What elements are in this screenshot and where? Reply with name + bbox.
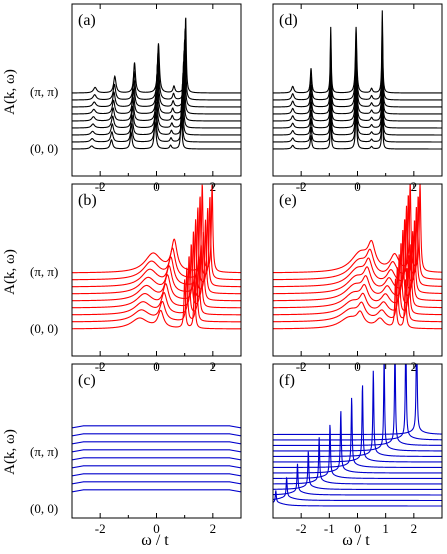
spectrum-curve-f-11 [273,364,442,452]
xtick-label-f-4: 2 [411,521,418,536]
spectrum-curve-e-9 [273,184,442,274]
spectrum-curve-c-9 [72,425,241,429]
xtick-label-f-0: -2 [296,521,307,536]
spectra-b [72,184,241,330]
ylabel-row2: A(k, ω) [2,249,18,295]
xtick-label-f-2: 0 [354,521,361,536]
spectrum-curve-f-1 [273,490,442,507]
spectrum-curve-b-5 [72,231,241,302]
k-bottom-label-row1: (0, 0) [30,141,58,156]
spectrum-curve-c-8 [72,433,241,437]
spectrum-curve-a-2 [72,95,241,143]
xlabel-right: ω / t [342,532,370,549]
spectrum-curve-f-14 [273,364,442,436]
spectrum-curve-c-7 [72,441,241,445]
panels-group: -202(a)-202(d)-202(b)-202(e) -2 0 2 (c) -2 -1 0… [71,3,443,536]
spectrum-curve-f-10 [273,370,442,458]
spectrum-curve-d-1 [273,103,442,150]
k-bottom-label-row3: (0, 0) [30,501,58,516]
spectrum-curve-e-3 [273,254,442,316]
xtick-label-f-1: -1 [324,521,335,536]
spectra-e [273,184,442,330]
spectrum-curve-d-5 [273,56,442,122]
spectrum-curve-f-9 [273,385,442,463]
spectrum-curve-f-12 [273,364,442,447]
spectrum-curve-a-9 [72,17,241,94]
xlabel-left: ω / t [141,532,169,549]
spectrum-curve-b-3 [72,256,241,316]
panel-d: -202(d) [272,3,443,194]
xtick-label-c-1: 0 [153,521,160,536]
spectrum-curve-a-1 [72,106,241,150]
spectrum-curve-d-3 [273,80,442,136]
k-top-label-row1: (π, π) [30,84,58,99]
spectrum-curve-f-7 [273,411,442,474]
spectrum-curve-b-9 [72,184,241,274]
spectrum-curve-f-4 [273,451,442,491]
spectrum-curve-e-6 [273,219,442,295]
spectrum-curve-d-4 [273,68,442,129]
spectrum-curve-f-13 [273,364,442,441]
spectrum-curve-d-9 [273,10,442,94]
spectrum-curve-b-1 [72,279,241,330]
spectrum-curve-c-3 [72,473,241,477]
xtick-label-c-0: -2 [95,521,106,536]
ylabel-row3: A(k, ω) [2,429,18,475]
spectrum-curve-b-8 [72,196,241,281]
spectrum-curve-f-8 [273,397,442,469]
panel-a: -202(a) [71,3,242,194]
spectrum-curve-e-2 [273,267,442,323]
panel-b: -202(b) [71,183,242,374]
panel-frame-c [71,363,242,519]
spectrum-curve-c-4 [72,465,241,469]
spectrum-curve-b-6 [72,219,241,295]
spectrum-curve-e-7 [273,205,442,288]
spectrum-curve-a-3 [72,83,241,136]
spectrum-curve-b-2 [72,267,241,323]
spectrum-curve-f-2 [273,476,442,502]
xtick-label-f-3: 1 [382,521,389,536]
spectrum-curve-f-5 [273,437,442,485]
panel-label-f: (f) [279,372,295,389]
panel-c: -2 0 2 (c) [71,363,242,536]
spectrum-curve-c-2 [72,481,241,485]
spectrum-curve-d-2 [273,91,442,143]
spectrum-curve-d-7 [273,33,442,108]
spectrum-curve-d-6 [273,45,442,115]
spectra-c [72,425,241,493]
spectrum-curve-a-8 [72,28,241,101]
xtick-label-c-2: 2 [210,521,217,536]
panel-label-d: (d) [279,12,298,29]
k-top-label-row3: (π, π) [30,444,58,459]
spectrum-curve-c-5 [72,457,241,461]
spectra-f [273,364,442,507]
spectrum-curve-e-1 [273,278,442,330]
spectrum-curve-b-4 [72,244,241,309]
panel-f: -2 -1 0 1 2 (f) [272,363,443,536]
spectrum-curve-d-8 [273,22,442,101]
spectra-a [72,17,241,150]
panel-label-c: (c) [78,372,96,389]
k-bottom-label-row2: (0, 0) [30,321,58,336]
spectrum-curve-e-8 [273,195,442,281]
panel-e: -202(e) [272,183,443,374]
panel-label-a: (a) [78,12,96,29]
spectrum-curve-e-4 [273,243,442,309]
spectrum-curve-c-6 [72,449,241,453]
panel-label-b: (b) [78,192,97,209]
spectrum-curve-f-3 [273,463,442,496]
panel-label-e: (e) [279,192,297,209]
spectrum-curve-f-6 [273,424,442,480]
spectra-d [273,10,442,150]
spectrum-curve-b-7 [72,207,241,288]
k-top-label-row2: (π, π) [30,264,58,279]
spectrum-curve-c-1 [72,489,241,493]
ylabel-row1: A(k, ω) [2,69,18,115]
panel-frame-b [71,183,242,357]
